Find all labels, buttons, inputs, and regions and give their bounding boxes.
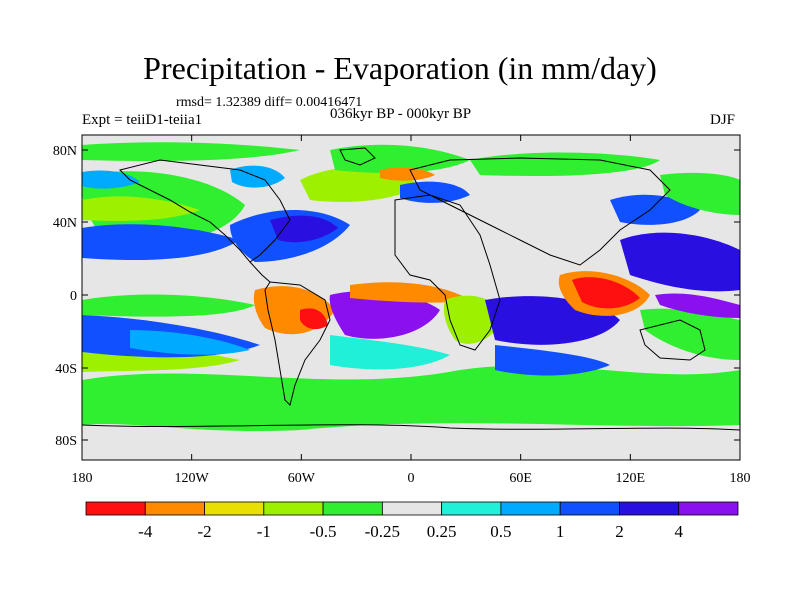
south-pacific-lightblue [130,330,250,355]
east-asia-blue [610,194,700,225]
north-america-coast [119,159,291,263]
anomaly-field [82,142,740,432]
lon-tick-label: 120E [616,471,646,486]
south-atlantic-cyan [330,335,450,370]
colorbar-swatch [500,501,561,516]
lon-tick-label: 60E [509,471,532,486]
south-indian-blue [495,345,610,376]
season-label: DJF [710,112,736,128]
north-pacific-yellowgreen [82,196,200,221]
tropical-atlantic-orange [350,282,470,303]
south-west-pacific-green [640,308,740,360]
south-america-red [300,308,328,330]
north-pacific-blue [82,224,240,261]
greenland-coast [339,147,376,166]
tropical-pacific-green [82,294,255,317]
eurasia-coast [409,157,671,266]
colorbar-label: -0.5 [310,522,337,541]
southern-ocean-band [82,365,740,432]
lon-tick-label: 120W [175,471,210,486]
colorbar-swatch [678,501,739,516]
colorbar-label: -4 [138,522,153,541]
lat-tick-label: 80N [53,144,77,159]
latitude-axis: 80N 40N 0 40S 80S [53,144,740,449]
north-west-pacific-green [660,172,740,215]
colorbar-label: 1 [556,522,565,541]
maritime-continent-red [572,277,640,309]
lon-tick-label: 0 [408,471,415,486]
longitude-axis: 180 120W 60W 0 60E 120E 180 [72,135,751,486]
colorbar: -4 -2 -1 -0.5 -0.25 0.25 0.5 1 2 4 [85,501,739,541]
colorbar-label: 4 [674,522,683,541]
arctic-green [82,142,300,161]
lon-tick-label: 60W [288,471,316,486]
colorbar-swatch [85,501,146,516]
europe-blue [400,181,470,203]
africa-coast [394,194,501,351]
colorbar-label: 0.25 [427,522,457,541]
antarctica-coast [82,424,740,431]
colorbar-swatch [619,501,680,516]
lat-tick-label: 0 [70,289,77,304]
europe-orange [380,167,435,181]
colorbar-swatch [559,501,620,516]
lon-tick-label: 180 [72,471,93,486]
lat-tick-label: 40N [53,216,77,231]
colorbar-swatch [381,501,443,516]
australia-coast [639,319,706,361]
south-west-pacific-purple [655,293,740,318]
rmsd-diff-label: rmsd= 1.32389 diff= 0.00416471 [176,95,363,110]
map-field [82,135,740,460]
coastlines [82,147,740,431]
tropical-atlantic-purple [329,290,440,339]
lat-tick-label: 40S [55,362,77,377]
colorbar-label: 2 [615,522,624,541]
colorbar-swatch [204,501,265,516]
colorbar-swatch [263,501,324,516]
colorbar-label: -1 [257,522,271,541]
colorbar-swatch [144,501,205,516]
page-title: Precipitation - Evaporation (in mm/day) [143,50,657,86]
central-america-coast [249,261,271,283]
west-pacific-darkblue [620,232,740,292]
period-label: 036kyr BP - 000kyr BP [330,106,472,122]
colorbar-label: -0.25 [365,522,400,541]
colorbar-swatch [441,501,502,516]
experiment-label: Expt = teiiD1-teiia1 [82,112,203,128]
lon-tick-label: 180 [730,471,751,486]
arctic-atlantic-green [330,144,470,173]
colorbar-label: 0.5 [490,522,511,541]
lat-tick-label: 80S [55,434,77,449]
south-america-coast [264,281,331,406]
north-atlantic-darkblue [270,215,338,243]
colorbar-swatch [322,501,383,516]
colorbar-label: -2 [197,522,211,541]
